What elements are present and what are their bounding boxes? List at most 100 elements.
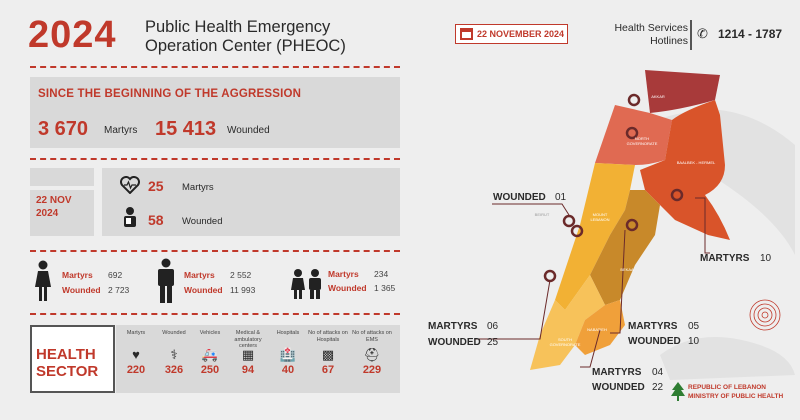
men-wounded-value: 11 993 — [230, 285, 256, 295]
nabatieh-wounded-value: 22 — [652, 382, 664, 393]
hs-vehicles: Vehicles 🚑 250 — [190, 325, 230, 376]
calendar-icon — [460, 28, 473, 40]
hs-attacks-hospitals-label: No of attacks on Hospitals — [308, 330, 348, 343]
nabatieh-martyrs-value: 04 — [652, 367, 664, 378]
health-sector-title: HEALTH SECTOR — [36, 346, 98, 380]
nabatieh-martyrs-label: MARTYRS — [592, 367, 642, 378]
gov-label-mount: MOUNT LEBANON — [590, 212, 610, 222]
hs-martyrs-value: 220 — [126, 364, 146, 376]
title-line-2: Operation Center (PHEOC) — [145, 37, 346, 55]
cedar-logo-icon — [671, 382, 685, 401]
hotlines-label: Health Services Hotlines — [598, 22, 688, 48]
region-baalbek — [640, 100, 730, 240]
hs-attacks-hospitals: No of attacks on Hospitals ▩ 67 — [308, 325, 348, 376]
children-icon — [291, 269, 321, 299]
ministry-name: REPUBLIC OF LEBANON MINISTRY OF PUBLIC H… — [688, 383, 783, 401]
marker-akkar — [627, 93, 641, 107]
region-mount-lebanon — [555, 163, 635, 310]
marker-beirut — [562, 214, 576, 228]
heart-icon — [120, 176, 140, 194]
south-wounded-label: WOUNDED — [428, 337, 481, 348]
hs-hospitals: Hospitals 🏥 40 — [268, 325, 308, 376]
gov-label-baalbek: BAALBEK - HERMEL — [676, 160, 716, 165]
since-beginning-panel — [30, 77, 400, 148]
daily-wounded-label: Wounded — [182, 216, 223, 227]
hs-clinic-icon: ▦ — [241, 347, 255, 362]
bekaa-martyrs-value: 05 — [688, 321, 700, 332]
section-divider-2 — [30, 250, 400, 252]
hs-martyrs: Martyrs ♥ 220 — [116, 325, 156, 376]
region-north — [595, 105, 672, 165]
women-martyrs-value: 692 — [108, 270, 123, 280]
children-wounded-label: Wounded — [328, 283, 367, 293]
health-sector-title-line-2: SECTOR — [36, 363, 99, 380]
children-wounded-value: 1 365 — [374, 283, 396, 293]
daily-date: 22 NOV 2024 — [36, 194, 72, 220]
gov-label-nabatieh: NABATIEH — [587, 327, 607, 332]
gov-label-south: SOUTH GOVERNORATE — [549, 337, 581, 347]
section-divider-1 — [30, 158, 400, 160]
daily-date-panel — [30, 190, 94, 236]
hs-hospitals-value: 40 — [281, 364, 295, 376]
hotline-separator — [690, 20, 692, 50]
hs-wounded-value: 326 — [164, 364, 184, 376]
hotlines-label-line-1: Health Services — [614, 22, 688, 34]
women-wounded-label: Wounded — [62, 285, 101, 295]
baalbek-martyrs-label: MARTYRS — [700, 253, 750, 264]
total-wounded-label: Wounded — [227, 125, 270, 136]
title-line-1: Public Health Emergency — [145, 18, 331, 36]
bekaa-martyrs-label: MARTYRS — [628, 321, 678, 332]
children-martyrs-label: Martyrs — [328, 269, 359, 279]
total-martyrs-value: 3 670 — [38, 118, 89, 140]
marker-bekaa — [625, 218, 639, 232]
since-beginning-title: SINCE THE BEGINNING OF THE AGGRESSION — [38, 88, 302, 100]
health-sector-box — [30, 325, 115, 393]
daily-date-line-2: 2024 — [36, 208, 59, 219]
children-martyrs-value: 234 — [374, 269, 389, 279]
women-martyrs-label: Martyrs — [62, 270, 93, 280]
hs-ambulance-icon: 🚑 — [201, 347, 219, 362]
total-martyrs-label: Martyrs — [104, 125, 138, 136]
hs-hospital-attack-icon: ▩ — [321, 347, 335, 362]
health-sector-title-line-1: HEALTH — [36, 346, 96, 363]
woman-icon — [35, 260, 51, 301]
hs-centers-value: 94 — [241, 364, 255, 376]
hs-attacks-ems-value: 229 — [362, 364, 382, 376]
page-title: Public Health Emergency Operation Center… — [145, 18, 346, 56]
hs-attacks-ems: No of attacks on EMS ⛑ 229 — [352, 325, 392, 376]
daily-wounded-value: 58 — [148, 212, 164, 228]
bekaa-wounded-value: 10 — [688, 336, 700, 347]
hs-centers-label: Medical & ambulatory centers — [234, 330, 262, 349]
hs-heart-icon: ♥ — [132, 347, 140, 362]
nabatieh-wounded-label: WOUNDED — [592, 382, 645, 393]
south-martyrs-value: 06 — [487, 321, 499, 332]
daily-martyrs-label: Martyrs — [182, 182, 214, 193]
baalbek-martyrs-value: 10 — [760, 253, 772, 264]
hotlines-label-line-2: Hotlines — [650, 35, 688, 47]
man-icon — [158, 258, 174, 303]
hs-wounded: Wounded ⚕ 326 — [154, 325, 194, 376]
men-wounded-label: Wounded — [184, 285, 223, 295]
south-wounded-value: 25 — [487, 337, 499, 348]
region-bekaa — [590, 190, 660, 305]
lebanon-map — [475, 70, 795, 380]
gov-label-north: NORTH GOVERNORATE — [626, 136, 658, 146]
hs-ems-icon: ⛑ — [363, 347, 381, 362]
section-divider-3 — [30, 313, 400, 315]
bekaa-wounded-label: WOUNDED — [628, 336, 681, 347]
men-martyrs-label: Martyrs — [184, 270, 215, 280]
marker-south — [543, 269, 557, 283]
hs-vehicles-value: 250 — [200, 364, 220, 376]
health-sector-grid: Martyrs ♥ 220 Wounded ⚕ 326 Vehicles 🚑 2… — [116, 325, 400, 393]
date-text: 22 NOVEMBER 2024 — [477, 29, 565, 39]
hotline-number: 1214 - 1787 — [718, 27, 783, 41]
marker-baalbek — [670, 188, 684, 202]
gov-label-akkar: AKKAR — [651, 94, 665, 99]
hs-attacks-hospitals-value: 67 — [321, 364, 335, 376]
marker-mount — [570, 224, 584, 238]
mount-wounded-value: 01 — [555, 192, 567, 203]
women-wounded-value: 2 723 — [108, 285, 130, 295]
daily-date-tab — [30, 168, 94, 186]
region-nabatieh — [575, 300, 625, 355]
hs-wounded-label: Wounded — [162, 330, 186, 336]
